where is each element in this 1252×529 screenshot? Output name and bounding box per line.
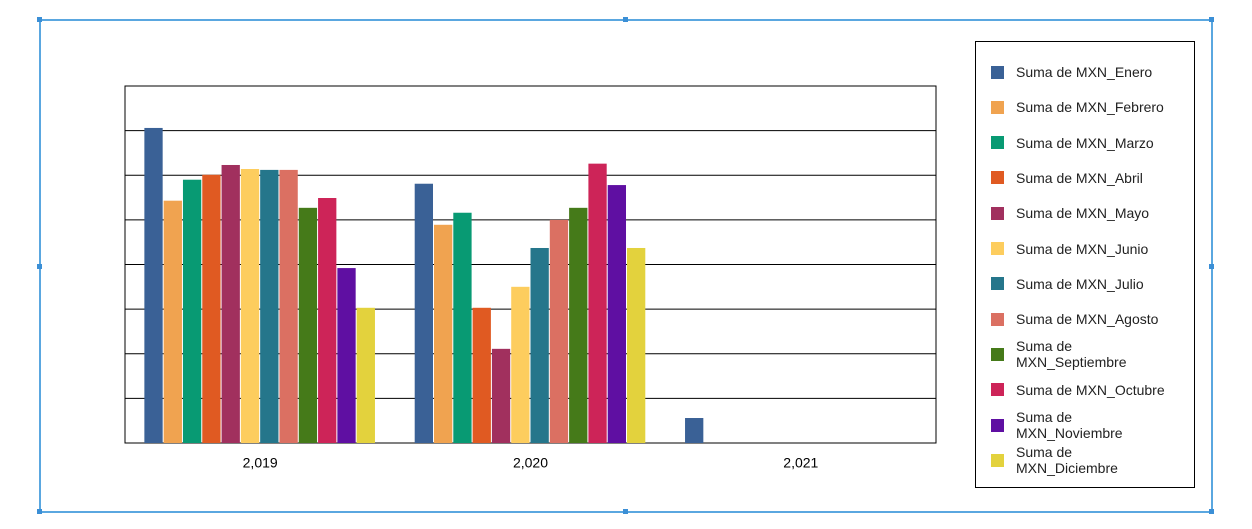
- legend-swatch: [991, 65, 1004, 79]
- legend-item: Suma de MXN_Mayo: [991, 197, 1176, 229]
- legend-item: Suma de MXN_Octubre: [991, 374, 1176, 406]
- bar: [414, 183, 433, 443]
- legend-swatch: [991, 100, 1004, 114]
- bar: [221, 164, 240, 443]
- legend-item: Suma de MXN_Agosto: [991, 303, 1176, 335]
- legend-label: Suma de MXN_Marzo: [1016, 134, 1154, 151]
- bar: [434, 224, 453, 443]
- bar: [337, 268, 356, 443]
- legend-item: Suma de MXN_Julio: [991, 268, 1176, 300]
- bar: [549, 219, 569, 443]
- bar: [182, 179, 202, 443]
- legend-swatch: [991, 383, 1004, 397]
- legend-label: Suma de MXN_Enero: [1016, 64, 1153, 80]
- legend-label: Suma de MXN_Febrero: [1016, 99, 1164, 116]
- legend-swatch: [991, 277, 1004, 291]
- legend-item: Suma de MXN_Septiembre: [991, 338, 1176, 370]
- legend-swatch: [991, 242, 1004, 255]
- handles: [37, 17, 1214, 514]
- legend-label: Suma de MXN_Junio: [1016, 240, 1149, 257]
- legend-label: Suma de MXN_Septiembre: [1016, 338, 1127, 371]
- bar: [260, 169, 279, 443]
- bar: [685, 418, 704, 443]
- bar: [627, 247, 646, 443]
- bar: [530, 247, 549, 443]
- legend: Suma de MXN_Enero Suma de MXN_Febrero Suma…: [975, 41, 1195, 488]
- legend-swatch: [991, 206, 1004, 220]
- legend-label: Suma de MXN_Mayo: [1016, 205, 1150, 222]
- bar: [511, 286, 530, 443]
- bar: [472, 307, 491, 443]
- legend-label: Suma de MXN_Noviembre: [1016, 409, 1123, 441]
- legend-swatch: [991, 418, 1004, 432]
- bar: [144, 127, 163, 443]
- plot-area: 2,019 2,020 2,021: [124, 85, 937, 471]
- legend-swatch: [991, 453, 1004, 467]
- legend-item: Suma de MXN_Junio: [991, 233, 1176, 265]
- legend-label: Suma de MXN_Julio: [1016, 275, 1144, 292]
- legend-item: Suma de MXN_Abril: [991, 162, 1176, 194]
- bar: [240, 169, 260, 443]
- legend-swatch: [991, 312, 1004, 326]
- legend-item: Suma de MXN_Enero: [991, 56, 1176, 88]
- bar: [588, 163, 607, 443]
- bar: [298, 207, 318, 443]
- legend-label: Suma de MXN_Abril: [1016, 169, 1143, 186]
- legend-item: Suma de MXN_Diciembre: [991, 444, 1176, 476]
- legend-item: Suma de MXN_Febrero: [991, 91, 1176, 123]
- bar: [453, 212, 472, 443]
- bar: [356, 307, 375, 443]
- legend-swatch: [991, 171, 1004, 185]
- bar: [318, 198, 337, 443]
- legend-label: Suma de MXN_Agosto: [1016, 311, 1159, 328]
- legend-item: Suma de MXN_Noviembre: [991, 409, 1176, 441]
- x-tick-label: 2,019: [243, 455, 278, 471]
- x-tick-label: 2,021: [783, 455, 818, 471]
- bar: [607, 185, 626, 443]
- legend-item: Suma de MXN_Marzo: [991, 127, 1176, 159]
- legend-label: Suma de MXN_Diciembre: [1016, 444, 1118, 477]
- x-tick-label: 2,020: [513, 455, 548, 471]
- legend-swatch: [991, 347, 1004, 361]
- legend-label: Suma de MXN_Octubre: [1016, 381, 1165, 398]
- bar: [202, 174, 221, 443]
- bar: [491, 348, 511, 443]
- bar: [163, 200, 182, 443]
- bar: [279, 169, 298, 443]
- bar: [569, 207, 588, 443]
- legend-swatch: [991, 136, 1004, 150]
